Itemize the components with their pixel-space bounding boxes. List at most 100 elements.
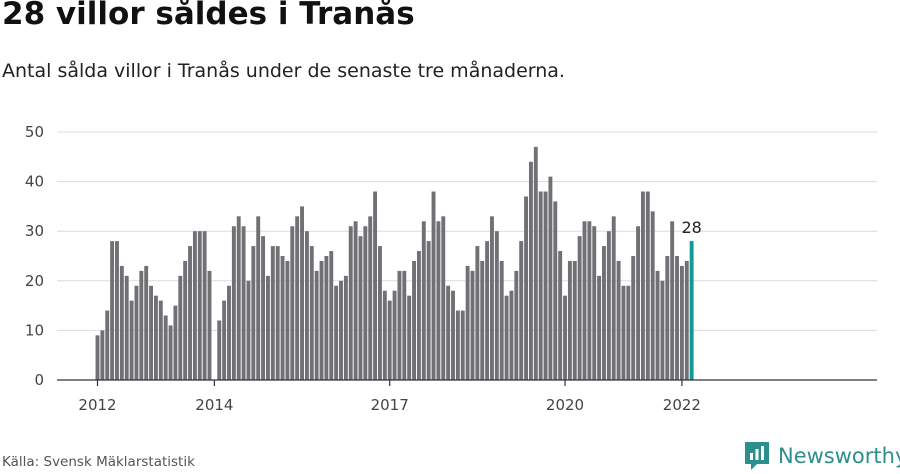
bar (412, 260, 416, 380)
bar (353, 221, 358, 380)
bar (446, 285, 451, 380)
bar (485, 241, 490, 380)
bar (270, 246, 275, 380)
x-tick-label: 2022 (663, 396, 701, 414)
bar (95, 335, 100, 380)
bar (655, 270, 660, 380)
bar (475, 246, 480, 380)
y-axis-tick-labels: 0 10 20 30 40 50 (25, 123, 44, 389)
bar (441, 216, 446, 380)
bar (368, 216, 373, 380)
bar (378, 246, 382, 380)
bar (455, 310, 460, 380)
bar (460, 310, 465, 380)
bar (587, 221, 592, 380)
bar (197, 231, 202, 380)
bar (499, 260, 504, 380)
chart-title: 28 villor såldes i Tranås (2, 0, 415, 32)
bar (621, 285, 626, 380)
bar (533, 146, 538, 380)
bar (597, 275, 602, 380)
bar (295, 216, 300, 380)
bar (606, 231, 611, 380)
bar (285, 260, 290, 380)
bar (348, 226, 353, 380)
bar (577, 236, 582, 380)
bar (402, 270, 407, 380)
brand-logo[interactable]: Newsworthy (744, 441, 900, 471)
bar-chart: 0 10 20 30 40 50 2012 2014 2017 2020 2022 28 (25, 123, 877, 414)
bar (222, 300, 227, 380)
bar (178, 275, 183, 380)
newsworthy-logo-icon (745, 442, 769, 470)
y-tick-label: 20 (25, 272, 44, 290)
bar (144, 265, 149, 380)
x-tick-label: 2017 (371, 396, 409, 414)
bar (236, 216, 241, 380)
bar (227, 285, 231, 380)
bar (548, 176, 553, 380)
bar (363, 226, 368, 380)
y-tick-label: 30 (25, 222, 44, 240)
bar (451, 290, 455, 380)
bar (115, 241, 119, 380)
bar (382, 290, 387, 380)
bar (407, 295, 412, 380)
bar (192, 231, 197, 380)
bar (343, 275, 348, 380)
x-axis (57, 379, 877, 386)
bar (110, 241, 115, 380)
bar (300, 206, 304, 380)
bar (626, 285, 631, 380)
bar (266, 275, 270, 380)
bar (553, 201, 558, 380)
bar (538, 191, 543, 380)
x-tick-label: 2014 (195, 396, 233, 414)
bar (490, 216, 494, 380)
bar (231, 226, 236, 380)
bar (124, 275, 129, 380)
bar (640, 191, 645, 380)
bar (246, 280, 251, 380)
bar (611, 216, 616, 380)
bar (558, 251, 563, 380)
bar (679, 265, 684, 380)
bar (119, 265, 124, 380)
bar (480, 260, 485, 380)
bar (397, 270, 402, 380)
bar-highlight (689, 241, 694, 380)
bar (416, 251, 421, 380)
y-tick-label: 10 (25, 321, 44, 339)
bar (387, 300, 392, 380)
x-tick-label: 2020 (546, 396, 584, 414)
x-tick-label: 2012 (78, 396, 116, 414)
bar (436, 221, 441, 380)
bar (261, 236, 266, 380)
y-tick-label: 40 (25, 173, 44, 191)
bar (183, 260, 188, 380)
bar (163, 315, 168, 380)
bar (470, 270, 475, 380)
bar (660, 280, 665, 380)
bar (670, 221, 675, 380)
bar (319, 260, 324, 380)
bar (324, 256, 329, 380)
bar (563, 295, 567, 380)
bar (207, 270, 212, 380)
bar (665, 256, 670, 380)
bar (592, 226, 597, 380)
bar (256, 216, 261, 380)
bar (158, 300, 163, 380)
bar (309, 246, 314, 380)
bar (217, 320, 222, 380)
bar (509, 290, 514, 380)
x-axis-tick-labels: 2012 2014 2017 2020 2022 (78, 396, 701, 414)
bar (334, 285, 339, 380)
bar (329, 251, 334, 380)
bar (129, 300, 134, 380)
bar (528, 161, 533, 380)
bar (304, 231, 309, 380)
bar (426, 241, 431, 380)
bar (543, 191, 548, 380)
bar (675, 256, 679, 380)
